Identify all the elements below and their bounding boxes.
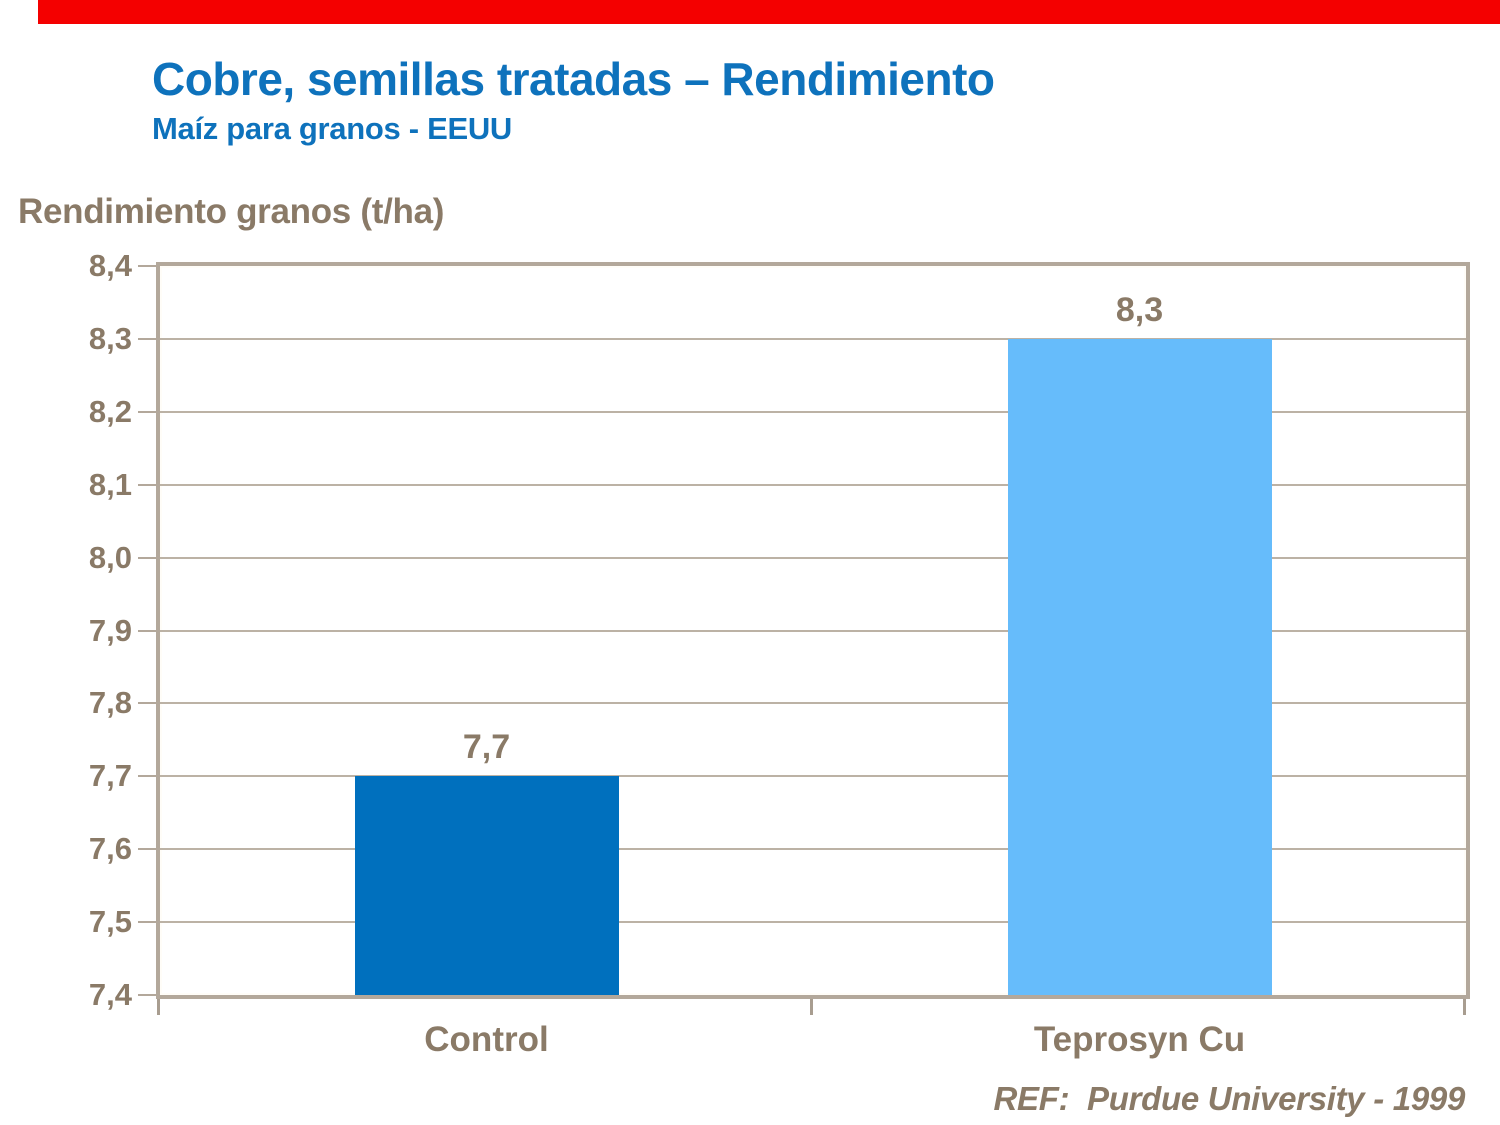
reference-text: REF: Purdue University - 1999 <box>993 1080 1466 1117</box>
y-tick-label: 7,9 <box>88 612 132 648</box>
category-label-control: Control <box>424 1020 549 1059</box>
y-tick-mark <box>138 848 160 851</box>
y-tick-label: 8,1 <box>88 466 132 502</box>
page-subtitle: Maíz para granos - EEUU <box>152 110 513 146</box>
plot-inner <box>160 266 1466 995</box>
x-tick-mark <box>810 999 813 1015</box>
y-tick-label: 8,4 <box>88 248 132 283</box>
gridline <box>160 702 1466 705</box>
y-tick-label: 8,0 <box>88 539 132 575</box>
gridline <box>160 410 1466 413</box>
y-axis-labels: 8,4 8,3 8,2 8,1 8,0 7,9 7,8 7,7 7,6 7,5 7,4 <box>0 0 132 1125</box>
page-title: Cobre, semillas tratadas – Rendimiento <box>152 53 995 105</box>
gridline <box>160 337 1466 340</box>
y-tick-mark <box>138 483 160 486</box>
top-accent-bar <box>38 0 1500 24</box>
y-tick-mark <box>138 629 160 632</box>
gridline <box>160 775 1466 778</box>
y-tick-label: 7,5 <box>88 904 132 940</box>
y-axis-title: Rendimiento granos (t/ha) <box>18 192 445 231</box>
y-tick-label: 7,4 <box>88 977 132 1012</box>
header: Cobre, semillas tratadas – Rendimiento M… <box>152 54 995 146</box>
x-tick-mark <box>157 999 160 1015</box>
y-tick-mark <box>138 775 160 778</box>
y-tick-label: 7,6 <box>88 831 132 867</box>
y-tick-mark <box>138 337 160 340</box>
y-tick-label: 7,8 <box>88 685 132 721</box>
y-tick-mark <box>138 921 160 924</box>
plot-area <box>156 262 1470 999</box>
bar-value-label: 8,3 <box>1115 290 1164 329</box>
bar-control <box>354 776 619 995</box>
gridline <box>160 848 1466 851</box>
y-tick-label: 8,3 <box>88 320 132 356</box>
y-tick-mark <box>138 556 160 559</box>
y-tick-label: 7,7 <box>88 758 132 794</box>
category-label-teprosyn-cu: Teprosyn Cu <box>1033 1020 1246 1059</box>
y-tick-mark <box>138 410 160 413</box>
x-tick-mark <box>1463 999 1466 1015</box>
gridline <box>160 483 1466 486</box>
bar-value-label: 7,7 <box>462 728 511 767</box>
gridline <box>160 556 1466 559</box>
y-tick-label: 8,2 <box>88 393 132 429</box>
bar-teprosyn-cu <box>1007 339 1272 995</box>
y-tick-mark <box>138 702 160 705</box>
gridline <box>160 629 1466 632</box>
y-tick-mark <box>138 994 160 996</box>
y-tick-mark <box>138 265 160 267</box>
gridline <box>160 921 1466 924</box>
